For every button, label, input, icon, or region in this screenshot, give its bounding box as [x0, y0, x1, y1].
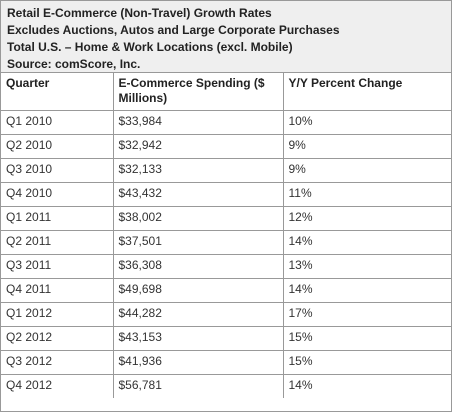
table-row: Q2 2011 $37,501 14%: [1, 229, 451, 255]
table-cell: 9%: [282, 133, 451, 159]
table-cell: $44,282: [112, 301, 284, 327]
table-cell: Q2 2010: [1, 133, 114, 159]
header: Retail E-Commerce (Non-Travel) Growth Ra…: [1, 1, 451, 73]
table-cell: $38,002: [112, 205, 284, 231]
table-cell: Q1 2011: [1, 205, 114, 231]
table-cell: $36,308: [112, 253, 284, 279]
table-cell: Q4 2011: [1, 277, 114, 303]
table-row: Q2 2010 $32,942 9%: [1, 133, 451, 159]
table-cell: $43,432: [112, 181, 284, 207]
table-row: Q3 2011 $36,308 13%: [1, 253, 451, 279]
header-row: Quarter E-Commerce Spending ($ Millions) Y…: [1, 73, 451, 111]
table-cell: 12%: [282, 205, 451, 231]
table-row: Q2 2012 $43,153 15%: [1, 325, 451, 351]
table-row: Q1 2011 $38,002 12%: [1, 205, 451, 231]
table-cell: Q2 2011: [1, 229, 114, 255]
table-cell: Q4 2012: [1, 373, 114, 398]
table-cell: $43,153: [112, 325, 284, 351]
table-cell: $32,942: [112, 133, 284, 159]
table-body: Q1 2010 $33,984 10% Q2 2010 $32,942 9% Q3 2010…: [1, 109, 451, 398]
table-row: Q3 2012 $41,936 15%: [1, 349, 451, 375]
table-cell: 14%: [282, 373, 451, 398]
column-header: Quarter: [1, 73, 114, 111]
table-cell: Q2 2012: [1, 325, 114, 351]
table-cell: 17%: [282, 301, 451, 327]
table-row: Q4 2012 $56,781 14%: [1, 373, 451, 398]
table-cell: 14%: [282, 277, 451, 303]
column-header: Y/Y Percent Change: [282, 73, 451, 111]
header-line: Excludes Auctions, Autos and Large Corpo…: [7, 23, 340, 37]
table-row: Q4 2010 $43,432 11%: [1, 181, 451, 207]
table-cell: 13%: [282, 253, 451, 279]
table: Quarter E-Commerce Spending ($ Millions) Y…: [1, 73, 451, 398]
header-line: Total U.S. – Home & Work Locations (excl…: [7, 40, 293, 54]
column-header: E-Commerce Spending ($ Millions): [112, 73, 284, 111]
header-line: Retail E-Commerce (Non-Travel) Growth Ra…: [7, 6, 272, 20]
table-head: Quarter E-Commerce Spending ($ Millions) Y…: [1, 73, 451, 111]
table-cell: Q1 2010: [1, 109, 114, 135]
table-cell: $37,501: [112, 229, 284, 255]
table-cell: $56,781: [112, 373, 284, 398]
table-row: Q1 2010 $33,984 10%: [1, 109, 451, 135]
table-cell: $32,133: [112, 157, 284, 183]
table-cell: $49,698: [112, 277, 284, 303]
table-cell: Q1 2012: [1, 301, 114, 327]
table-cell: $41,936: [112, 349, 284, 375]
table-cell: Q3 2012: [1, 349, 114, 375]
table-cell: 11%: [282, 181, 451, 207]
table-cell: 14%: [282, 229, 451, 255]
header-line: Source: comScore, Inc.: [7, 57, 141, 71]
table-row: Q3 2010 $32,133 9%: [1, 157, 451, 183]
table-cell: Q3 2011: [1, 253, 114, 279]
table-cell: 15%: [282, 325, 451, 351]
table-cell: 9%: [282, 157, 451, 183]
table-cell: Q3 2010: [1, 157, 114, 183]
table-cell: Q4 2010: [1, 181, 114, 207]
table-row: Q4 2011 $49,698 14%: [1, 277, 451, 303]
table-cell: 10%: [282, 109, 451, 135]
table-row: Q1 2012 $44,282 17%: [1, 301, 451, 327]
table-cell: $33,984: [112, 109, 284, 135]
table-cell: 15%: [282, 349, 451, 375]
